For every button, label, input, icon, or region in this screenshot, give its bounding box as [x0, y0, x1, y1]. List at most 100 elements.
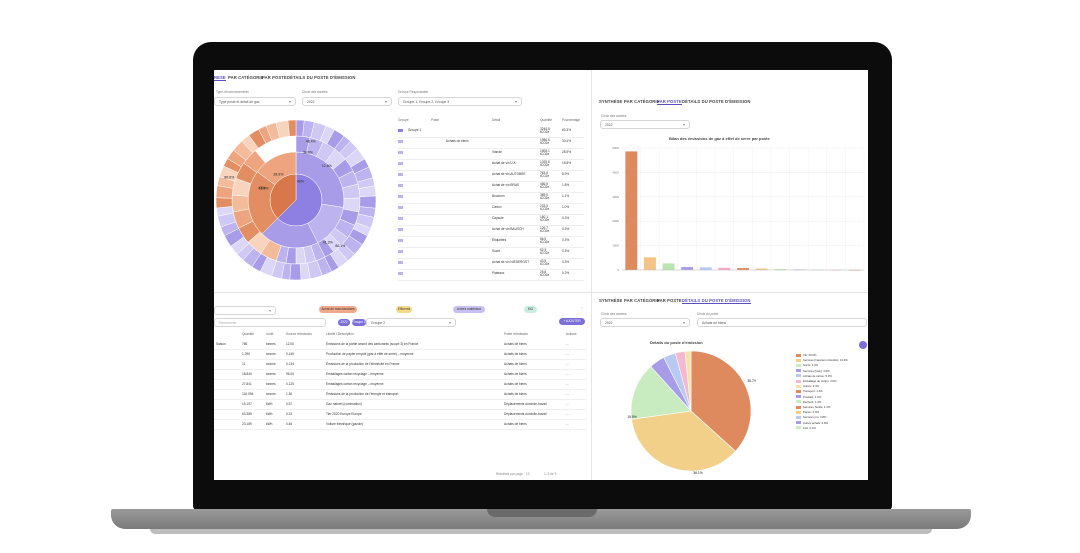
chip-effluents[interactable]: Effluents — [396, 306, 412, 313]
list-cell[interactable]: ... — [566, 362, 569, 366]
legend-swatch — [796, 395, 801, 399]
rb-tab-par-categorie[interactable]: PAR CATÉGORIE — [624, 298, 660, 303]
legend-item: Autres: 3.4% — [803, 384, 820, 389]
table-header: Groupe — [398, 118, 409, 122]
list-cell: Achats de biens — [504, 382, 527, 386]
legend-swatch — [796, 421, 801, 425]
list-cell[interactable]: ... — [566, 392, 569, 396]
section-divider — [214, 292, 591, 293]
filter-groupe-select[interactable]: Groupe 1, Groupe 2, Groupe 3 ▾ — [398, 97, 522, 106]
add-button[interactable]: + AJOUTER — [559, 318, 585, 325]
row-divider — [398, 170, 584, 171]
chip-achat[interactable]: Achat de marchandises — [319, 306, 357, 313]
pie-slice — [631, 410, 736, 472]
filter-label-type: Type d'environnements — [216, 90, 249, 94]
list-cell: 1.296 — [242, 352, 250, 356]
table-cell-qty: 52.3 tCO2e — [540, 248, 550, 256]
tab-par-categorie[interactable]: PAR CATÉGORIE — [228, 75, 264, 80]
list-cell[interactable]: ... — [566, 372, 569, 376]
pagination-rows-value[interactable]: 10 — [526, 472, 530, 476]
legend-item: Services (frais): 3.0% — [803, 368, 830, 373]
table-cell-pct: 0.3% — [562, 249, 570, 253]
row-divider — [398, 148, 584, 149]
sunburst-label: 38.6% — [303, 151, 313, 155]
filter-tag-group1[interactable]: Groupe 1 — [352, 319, 366, 326]
bar-chart[interactable]: 0 1000 2000 3000 4000 5000 — [600, 142, 868, 282]
filter-tag-year[interactable]: 2022 — [338, 319, 350, 326]
list-row-divider — [214, 429, 586, 430]
list-header: Quantité — [242, 332, 255, 336]
search-input[interactable]: Rechercher — [214, 318, 326, 327]
filter-annees-select[interactable]: 2022 ▾ — [302, 97, 392, 106]
list-cell[interactable]: ... — [566, 382, 569, 386]
list-cell[interactable]: ... — [566, 412, 569, 416]
sunburst-chart[interactable]: 86.1% 48.4% 40% 43% 41.3% 16.8% 12.6% 38.6% 28.9… — [214, 114, 384, 284]
filter-label-annees: Choix des années — [302, 90, 328, 94]
rb-tab-synthese[interactable]: SYNTHÈSE — [599, 298, 623, 303]
rb-tab-par-poste[interactable]: PAR POSTE — [657, 298, 682, 303]
chip-mg[interactable]: MG — [524, 306, 537, 313]
legend-item: Déchets: 1.4% — [803, 399, 822, 404]
table-cell-qty: 233.5 tCO2e — [540, 204, 550, 212]
laptop-base-shadow — [150, 529, 932, 534]
sunburst-label: 48.4% — [306, 139, 316, 143]
rt-tab-details[interactable]: DÉTAILS DU POSTE D'ÉMISSION — [682, 99, 751, 104]
list-cell: 116.094 — [242, 392, 254, 396]
tab-details-poste[interactable]: DÉTAILS DU POSTE D'ÉMISSION — [287, 75, 356, 80]
table-cell-pct: 8.9% — [562, 172, 570, 176]
rt-tab-synthese[interactable]: SYNTHÈSE — [599, 99, 623, 104]
list-cell: 0.134 — [286, 362, 294, 366]
list-cell[interactable]: ... — [566, 422, 569, 426]
table-cell-pct: 1.8% — [562, 183, 570, 187]
pie-chart[interactable]: 36.7% 36.1% 15.5% — [626, 346, 756, 476]
row-divider — [398, 181, 584, 182]
list-cell: tonnes — [266, 342, 276, 346]
bar — [774, 269, 787, 270]
tab-synthese[interactable]: RESE — [214, 75, 226, 81]
laptop-notch — [487, 509, 597, 517]
table-cell-detail: Bouchon — [492, 194, 505, 198]
table-cell-pct: 60.3% — [562, 128, 572, 132]
sunburst-label: 40% — [297, 180, 304, 184]
list-cell: 766 — [242, 342, 248, 346]
table-cell-pct: 30.4% — [562, 139, 572, 143]
list-header: Unité — [266, 332, 274, 336]
legend-swatch — [796, 374, 801, 378]
rb-tab-details[interactable]: DÉTAILS DU POSTE D'ÉMISSION — [682, 298, 751, 304]
pie-info-icon[interactable] — [859, 341, 867, 349]
rt-tab-par-categorie[interactable]: PAR CATÉGORIE — [624, 99, 660, 104]
list-cell: Déplacements domicile-travail — [504, 402, 547, 406]
list-cell: Voiture électrique (gazole) — [326, 422, 364, 426]
table-cell-qty: 126.7 tCO2e — [540, 226, 550, 234]
filter-type-select[interactable]: Type poste et détail de gaz ▾ — [214, 97, 296, 106]
legend-swatch — [796, 400, 801, 404]
row-divider — [398, 192, 584, 193]
bar-y-tick: 0 — [617, 268, 619, 272]
tab-par-poste[interactable]: PAR POSTE — [262, 75, 287, 80]
row-divider — [398, 269, 584, 270]
list-cell[interactable]: ... — [566, 352, 569, 356]
list-cell[interactable]: ... — [566, 402, 569, 406]
table-cell-detail: Capsule — [492, 216, 504, 220]
list-cell: 63.389 — [242, 412, 252, 416]
chip-autres[interactable]: Autres matériaux — [453, 306, 485, 313]
more-menu-icon[interactable]: ⋮ — [580, 306, 584, 311]
bar — [755, 268, 768, 270]
rb-filter-select[interactable]: 2022 ▾ — [600, 318, 690, 327]
table-cell-detail: Achat de vin BRAS — [492, 183, 520, 187]
sunburst-segment — [215, 197, 233, 209]
sunburst-segment — [287, 119, 297, 137]
list-cell: Achats de biens — [504, 372, 527, 376]
bottom-filter-select[interactable]: ▾ — [214, 306, 276, 315]
sunburst-label: 16.8% — [259, 186, 269, 190]
list-cell: Achats de biens — [504, 352, 527, 356]
filter-groups-select[interactable]: Groupe 2 ▾ — [366, 318, 456, 327]
list-cell[interactable]: ... — [566, 342, 569, 346]
list-cell: 0.57 — [286, 402, 293, 406]
rb-filter2-select[interactable]: Achats de biens — [697, 318, 867, 327]
rt-filter-select[interactable]: 2022 ▾ — [600, 120, 690, 129]
row-color-swatch — [398, 272, 403, 275]
rt-tab-par-poste[interactable]: PAR POSTE — [657, 99, 682, 105]
list-cell: Déplacements domicile-travail — [504, 412, 547, 416]
list-header: Libellé / Description — [326, 332, 354, 336]
